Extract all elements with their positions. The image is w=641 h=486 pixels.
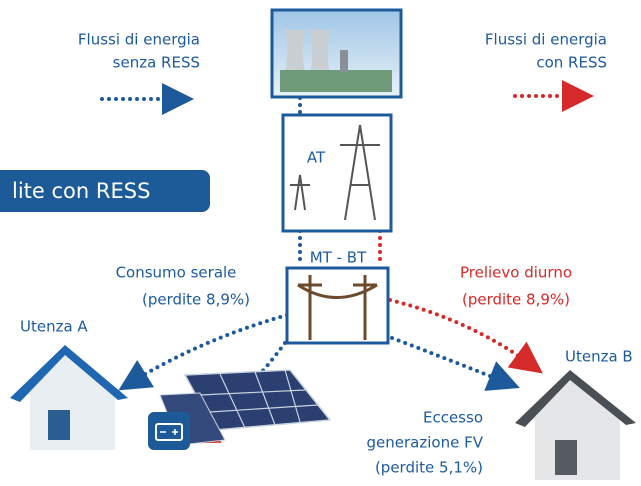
flow-label: generazione FV (367, 434, 484, 452)
flow-label: (perdite 5,1%) (375, 459, 483, 477)
flow-label: Prelievo diurno (460, 264, 572, 282)
flow (392, 338, 505, 382)
node-label: Utenza B (565, 348, 633, 366)
banner-text: lite con RESS (12, 179, 150, 203)
node-label: MT - BT (310, 249, 367, 267)
house-a (10, 345, 128, 450)
house-b (515, 370, 636, 480)
node-label: AT (307, 149, 326, 167)
legend-text: con RESS (536, 54, 607, 72)
flow-label: (perdite 8,9%) (462, 291, 570, 309)
flow (390, 300, 530, 364)
node-label: Utenza A (20, 318, 88, 336)
battery-icon (148, 412, 190, 450)
flow-label: Consumo serale (116, 264, 237, 282)
legend-text: Flussi di energia (78, 31, 200, 49)
mt-bt-box (287, 268, 388, 343)
legend-text: Flussi di energia (485, 31, 607, 49)
plant-building (280, 70, 392, 92)
legend-text: senza RESS (113, 54, 200, 72)
chimney (340, 50, 348, 72)
diagram: Flussi di energia senza RESS Flussi di e… (0, 0, 641, 486)
flow-label: (perdite 8,9%) (142, 291, 250, 309)
flow-label: Eccesso (423, 409, 483, 427)
